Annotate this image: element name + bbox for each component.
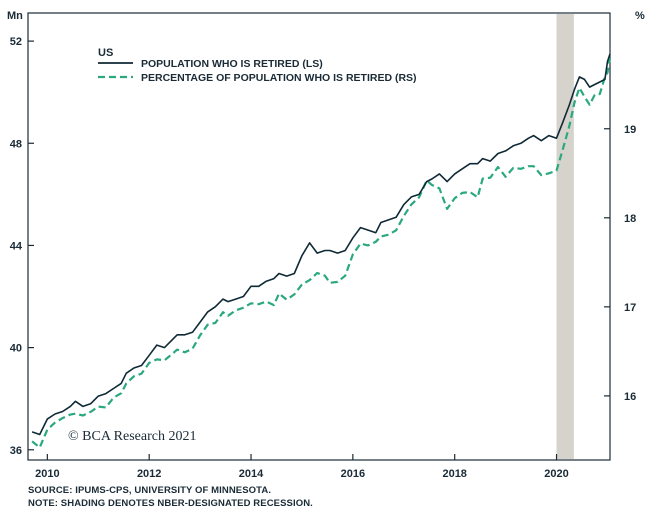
- series-layer: [31, 53, 612, 449]
- legend-label-retired-percentage: PERCENTAGE OF POPULATION WHO IS RETIRED …: [141, 72, 417, 84]
- series-line-retired-population: [31, 53, 611, 436]
- recession-band-0: [556, 14, 574, 459]
- left-tick-label-52: 52: [10, 36, 22, 48]
- right-tick-label-19: 19: [624, 124, 636, 136]
- right-tick-label-17: 17: [624, 302, 636, 314]
- legend: US POPULATION WHO IS RETIRED (LS) PERCEN…: [98, 47, 417, 84]
- legend-label-retired-population: POPULATION WHO IS RETIRED (LS): [141, 58, 323, 70]
- left-tick-label-44: 44: [10, 240, 23, 252]
- watermark: © BCA Research 2021: [68, 429, 196, 444]
- right-axis-unit: %: [635, 10, 645, 22]
- right-tick-label-16: 16: [624, 391, 636, 403]
- recession-shading-layer: [556, 14, 574, 459]
- right-tick-label-18: 18: [624, 213, 636, 225]
- series-line-retired-percentage: [31, 57, 612, 449]
- plot-frame: [27, 12, 611, 461]
- left-tick-label-36: 36: [10, 445, 22, 457]
- legend-title: US: [98, 47, 113, 59]
- left-tick-label-48: 48: [10, 138, 22, 150]
- x-tick-label-2010: 2010: [35, 468, 59, 480]
- x-tick-label-2018: 2018: [442, 468, 466, 480]
- left-tick-label-40: 40: [10, 343, 22, 355]
- left-axis-unit: Mn: [7, 10, 23, 22]
- line-chart: 36 40 44 48 52 16 17 18 19 2010 2012 2014 2016 2018 20…: [7, 10, 645, 480]
- source-note: SOURCE: IPUMS-CPS, UNIVERSITY OF MINNESO…: [28, 485, 272, 496]
- ticks-layer: 36 40 44 48 52 16 17 18 19 2010 2012 2014 2016 2018 20…: [10, 36, 637, 480]
- shading-note: NOTE: SHADING DENOTES NBER-DESIGNATED RE…: [28, 498, 313, 509]
- x-tick-label-2020: 2020: [544, 468, 568, 480]
- x-tick-label-2016: 2016: [341, 468, 365, 480]
- x-tick-label-2014: 2014: [239, 468, 264, 480]
- x-tick-label-2012: 2012: [137, 468, 161, 480]
